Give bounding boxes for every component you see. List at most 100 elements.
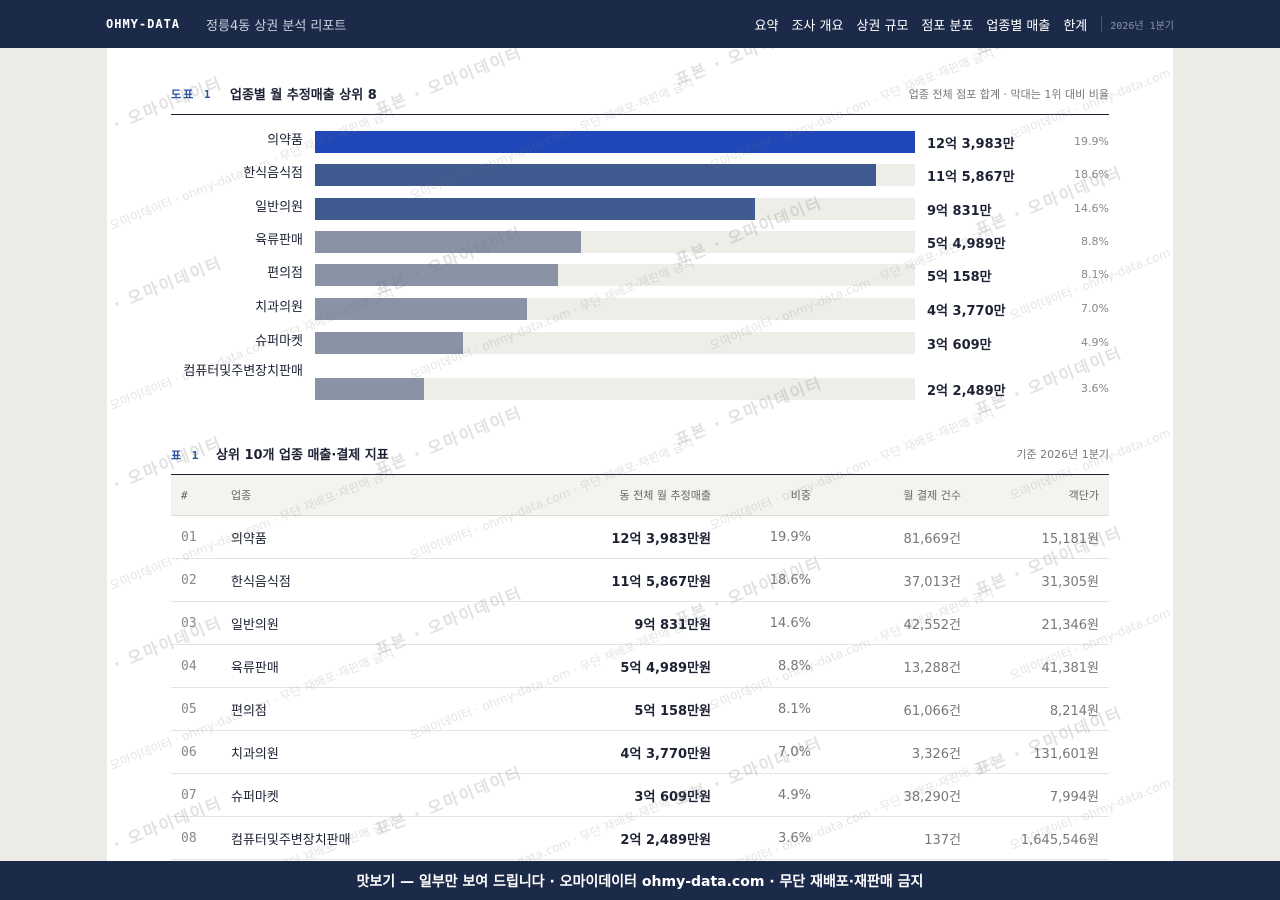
bar-track xyxy=(315,198,915,220)
table-note: 기준 2026년 1분기 xyxy=(1016,448,1109,461)
row-revenue: 4억 3,770만원 xyxy=(471,730,721,774)
row-revenue: 11억 5,867만원 xyxy=(471,558,721,602)
row-revenue: 5억 4,989만원 xyxy=(471,644,721,688)
bar xyxy=(315,298,527,320)
row-industry: 슈퍼마켓 xyxy=(221,773,471,817)
nav-link-store-distribution[interactable]: 점포 분포 xyxy=(921,18,974,34)
row-revenue: 3억 609만원 xyxy=(471,773,721,817)
col-payment-count: 월 결제 건수 xyxy=(821,475,971,516)
bar xyxy=(315,264,558,286)
row-avg-ticket: 41,381원 xyxy=(971,644,1109,688)
bar-share-label: 8.1% xyxy=(1081,268,1109,281)
nav-link-overview[interactable]: 조사 개요 xyxy=(791,18,844,34)
nav-link-limitations[interactable]: 한계 xyxy=(1063,18,1088,34)
table-row: 02 한식음식점 11억 5,867만원 18.6% 37,013건 31,305원 xyxy=(171,558,1109,602)
report-subtitle: 정릉4동 상권 분석 리포트 xyxy=(206,18,347,34)
bar-label: 한식음식점 xyxy=(243,166,303,181)
figure-note: 업종 전체 점포 합계 · 막대는 1위 대비 비율 xyxy=(908,88,1109,101)
bar-share-label: 3.6% xyxy=(1081,382,1109,395)
watermark-text: 표본 · 오마이데이터 xyxy=(971,48,1126,60)
row-industry: 일반의원 xyxy=(221,601,471,645)
bar-value-label: 9억 831만 xyxy=(927,204,992,219)
table-row: 06 치과의원 4억 3,770만원 7.0% 3,326건 131,601원 xyxy=(171,730,1109,774)
bar-value-label: 12억 3,983만 xyxy=(927,137,1015,152)
brand-logo[interactable]: OHMY-DATA xyxy=(106,17,181,31)
bar-track xyxy=(315,332,915,354)
bar-track xyxy=(315,378,915,400)
table-header: 표 1 상위 10개 업종 매출·결제 지표 기준 2026년 1분기 xyxy=(171,444,1109,475)
row-share: 8.1% xyxy=(721,687,821,731)
row-share: 4.9% xyxy=(721,773,821,817)
bar-label: 컴퓨터및주변장치판매 xyxy=(183,364,303,379)
bar xyxy=(315,231,582,253)
table-header-row: # 업종 동 전체 월 추정매출 비중 월 결제 건수 객단가 xyxy=(171,475,1109,516)
bar-value-label: 3억 609만 xyxy=(927,338,992,353)
bar-label: 육류판매 xyxy=(255,233,303,248)
row-share: 14.6% xyxy=(721,601,821,645)
bar-row: 한식음식점 11억 5,867만 18.6% xyxy=(171,163,1109,187)
bar xyxy=(315,378,424,400)
bar-share-label: 7.0% xyxy=(1081,302,1109,315)
bar-label: 치과의원 xyxy=(255,300,303,315)
bar-value-label: 2억 2,489만 xyxy=(927,384,1006,399)
table-tag: 표 1 xyxy=(171,449,201,462)
bar-share-label: 14.6% xyxy=(1074,202,1109,215)
bar-track xyxy=(315,264,915,286)
row-payment-count: 61,066건 xyxy=(821,687,971,731)
bar xyxy=(315,164,876,186)
figure-header: 도표 1 업종별 월 추정매출 상위 8 업종 전체 점포 합계 · 막대는 1… xyxy=(171,84,1109,115)
row-industry: 편의점 xyxy=(221,687,471,731)
nav-divider xyxy=(1101,16,1103,32)
bar-value-label: 5억 4,989만 xyxy=(927,237,1006,252)
row-share: 7.0% xyxy=(721,730,821,774)
bar-share-label: 4.9% xyxy=(1081,336,1109,349)
metrics-table: # 업종 동 전체 월 추정매출 비중 월 결제 건수 객단가 01 의약품 12억… xyxy=(171,475,1109,860)
row-revenue: 9억 831만원 xyxy=(471,601,721,645)
bar-track xyxy=(315,164,915,186)
top-navigation-bar: OHMY-DATA 정릉4동 상권 분석 리포트 요약 조사 개요 상권 규모 … xyxy=(0,0,1280,48)
bar-share-label: 18.6% xyxy=(1074,168,1109,181)
bar-row: 슈퍼마켓 3억 609만 4.9% xyxy=(171,331,1109,355)
row-payment-count: 137건 xyxy=(821,816,971,860)
row-rank: 07 xyxy=(171,773,221,817)
table-row: 01 의약품 12억 3,983만원 19.9% 81,669건 15,181원 xyxy=(171,515,1109,559)
col-avg-ticket: 객단가 xyxy=(971,475,1109,516)
col-industry: 업종 xyxy=(221,475,471,516)
bar-value-label: 4억 3,770만 xyxy=(927,304,1006,319)
bar xyxy=(315,332,464,354)
row-payment-count: 3,326건 xyxy=(821,730,971,774)
col-share: 비중 xyxy=(721,475,821,516)
row-share: 19.9% xyxy=(721,515,821,559)
table-title: 상위 10개 업종 매출·결제 지표 xyxy=(216,448,389,463)
row-industry: 치과의원 xyxy=(221,730,471,774)
nav-link-sales-by-industry[interactable]: 업종별 매출 xyxy=(986,18,1051,34)
report-page: 도표 1 업종별 월 추정매출 상위 8 업종 전체 점포 합계 · 막대는 1… xyxy=(107,48,1173,861)
bar-row: 육류판매 5억 4,989만 8.8% xyxy=(171,230,1109,254)
row-revenue: 5억 158만원 xyxy=(471,687,721,731)
row-avg-ticket: 1,645,546원 xyxy=(971,816,1109,860)
col-revenue: 동 전체 월 추정매출 xyxy=(471,475,721,516)
row-revenue: 2억 2,489만원 xyxy=(471,816,721,860)
nav-link-summary[interactable]: 요약 xyxy=(754,18,779,34)
row-payment-count: 38,290건 xyxy=(821,773,971,817)
nav-link-market-size[interactable]: 상권 규모 xyxy=(856,18,909,34)
bar xyxy=(315,131,915,153)
row-share: 18.6% xyxy=(721,558,821,602)
row-avg-ticket: 15,181원 xyxy=(971,515,1109,559)
row-avg-ticket: 7,994원 xyxy=(971,773,1109,817)
row-industry: 육류판매 xyxy=(221,644,471,688)
bar-label: 슈퍼마켓 xyxy=(255,334,303,349)
row-payment-count: 13,288건 xyxy=(821,644,971,688)
row-share: 8.8% xyxy=(721,644,821,688)
row-revenue: 12억 3,983만원 xyxy=(471,515,721,559)
table-row: 07 슈퍼마켓 3억 609만원 4.9% 38,290건 7,994원 xyxy=(171,773,1109,817)
bar xyxy=(315,198,755,220)
bar-share-label: 8.8% xyxy=(1081,235,1109,248)
row-industry: 한식음식점 xyxy=(221,558,471,602)
bar-value-label: 11억 5,867만 xyxy=(927,170,1015,185)
figure-title: 업종별 월 추정매출 상위 8 xyxy=(230,88,377,103)
period-label: 2026년 1분기 xyxy=(1110,20,1174,32)
row-rank: 03 xyxy=(171,601,221,645)
row-industry: 컴퓨터및주변장치판매 xyxy=(221,816,471,860)
bar-row: 의약품 12억 3,983만 19.9% xyxy=(171,130,1109,154)
